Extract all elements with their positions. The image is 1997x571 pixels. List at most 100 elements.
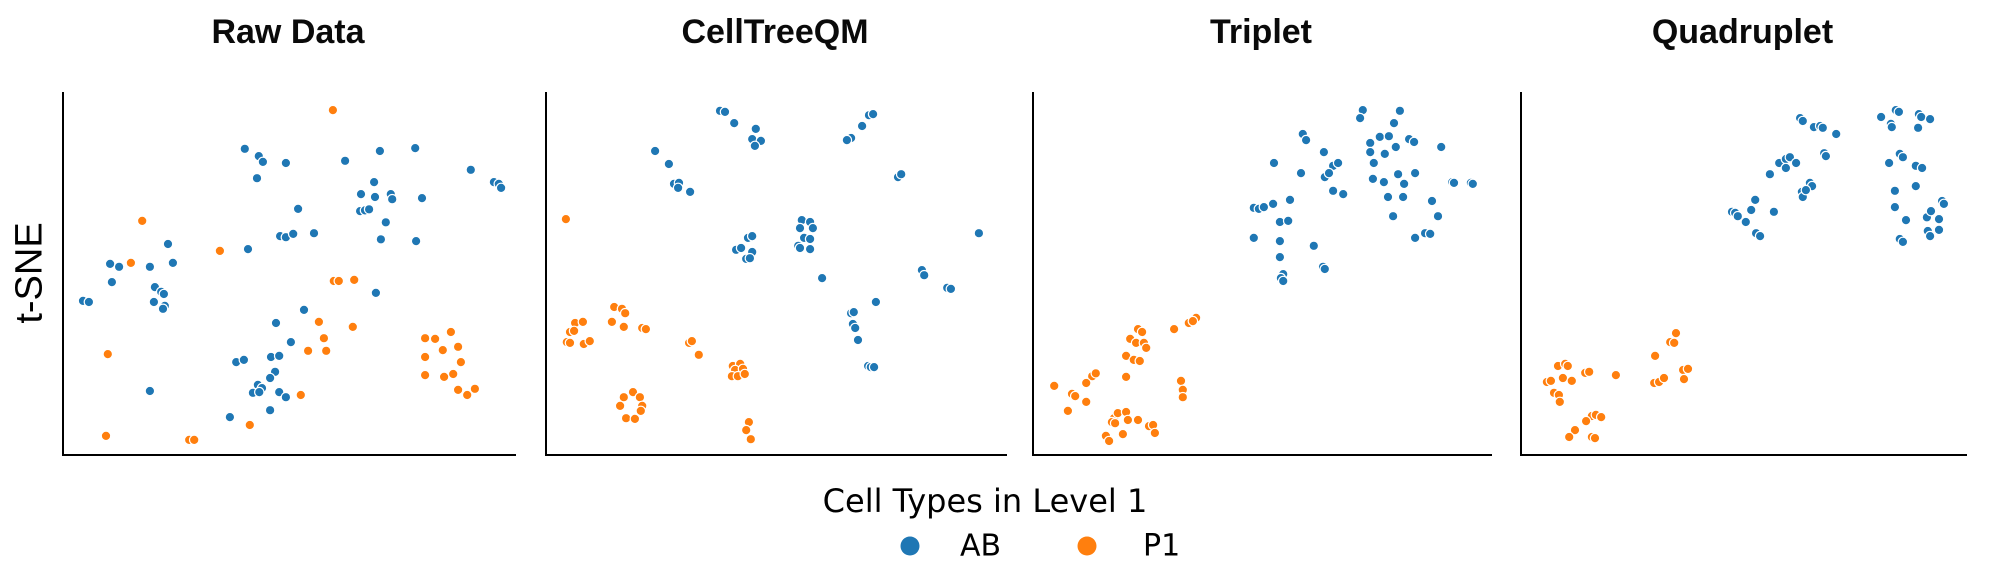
scatter-point-AB [1274,235,1286,247]
scatter-point-P1 [740,424,752,436]
scatter-point-AB [148,296,160,308]
scatter-point-P1 [1682,363,1694,375]
scatter-point-AB [1889,185,1901,197]
scatter-point-AB [308,227,320,239]
scatter-point-AB [1897,151,1909,163]
scatter-point-AB [794,222,806,234]
scatter-point-P1 [1048,380,1060,392]
scatter-point-AB [1364,137,1376,149]
scatter-point-AB [1883,157,1895,169]
scatter-point-AB [1924,230,1936,242]
scatter-point-P1 [1569,424,1581,436]
scatter-point-P1 [214,245,226,257]
scatter-point-AB [1886,121,1898,133]
scatter-point-AB [1378,176,1390,188]
scatter-point-P1 [1080,396,1092,408]
scatter-point-AB [264,404,276,416]
scatter-plot [1048,104,1479,447]
scatter-point-P1 [640,323,652,335]
legend-label-ab: AB [960,528,1002,564]
scatter-point-P1 [313,316,325,328]
scatter-point-AB [1354,112,1366,124]
panel-title: Raw Data [211,13,365,51]
scatter-point-AB [270,317,282,329]
scatter-point-AB [144,385,156,397]
scatter-point-AB [918,269,930,281]
scatter-point-P1 [1610,369,1622,381]
scatter-point-AB [375,234,387,245]
scatter-point-P1 [1140,342,1152,354]
scatter-point-P1 [348,274,360,286]
scatter-point-P1 [1122,414,1134,426]
scatter-point-AB [1382,191,1394,203]
scatter-point-AB [870,296,882,308]
scatter-point-AB [1392,168,1404,180]
scatter-plot [560,105,985,445]
y-axis-label: t-SNE [8,222,51,324]
scatter-point-AB [280,157,292,169]
scatter-point-AB [239,143,251,155]
scatter-point-P1 [318,332,330,344]
scatter-panel-triplet: Triplet [1032,0,1492,571]
scatter-point-AB [1268,157,1280,169]
scatter-point-AB [852,334,864,346]
scatter-point-P1 [419,369,431,381]
scatter-point-AB [158,288,170,300]
scatter-point-P1 [447,368,459,380]
plot-area [1032,92,1492,456]
scatter-point-P1 [1187,315,1199,327]
scatter-point-AB [1374,131,1386,143]
scatter-point-AB [841,134,853,146]
scatter-point-AB [273,350,285,362]
scatter-point-AB [355,188,367,200]
scatter-point-P1 [1136,326,1148,338]
panel-title: Quadruplet [1651,13,1834,51]
scatter-point-AB [749,140,761,152]
scatter-point-P1 [1557,372,1569,384]
scatter-point-P1 [327,104,339,116]
scatter-point-P1 [1132,414,1144,426]
scatter-point-AB [1797,115,1809,127]
scatter-point-P1 [136,215,148,227]
scatter-point-AB [1397,191,1409,203]
scatter-point-P1 [693,349,705,361]
scatter-point-AB [1910,180,1922,192]
scatter-point-AB [1830,128,1842,140]
scatter-point-AB [663,158,675,170]
scatter-point-AB [1367,173,1379,185]
scatter-point-AB [1327,185,1339,197]
plot-area [62,92,516,456]
scatter-point-P1 [244,419,256,431]
scatter-point-P1 [606,316,618,328]
scatter-point-AB [728,117,740,129]
scatter-point-AB [1332,157,1344,169]
scatter-point-AB [238,354,250,366]
scatter-point-P1 [1649,350,1661,362]
scatter-point-AB [1467,178,1479,190]
scatter-point-AB [672,182,684,194]
scatter-point-P1 [635,405,647,417]
scatter-point-AB [1284,194,1296,206]
scatter-point-AB [1924,113,1936,125]
scatter-point-AB [409,142,421,154]
plot-area [545,92,1007,456]
scatter-point-AB [157,303,169,315]
scatter-point-AB [339,155,351,167]
scatter-point-AB [374,145,386,157]
scatter-point-AB [1368,157,1380,169]
scatter-point-P1 [1554,396,1566,408]
scatter-point-AB [1893,106,1905,118]
scatter-plot [77,104,507,446]
scatter-point-AB [1398,178,1410,190]
scatter-point-AB [167,257,179,269]
scatter-point-P1 [445,326,457,338]
scatter-point-AB [1319,263,1331,275]
scatter-point-P1 [634,391,646,403]
scatter-point-AB [973,227,985,239]
scatter-point-AB [1933,213,1945,225]
scatter-point-P1 [1562,360,1574,372]
scatter-point-AB [386,193,398,205]
scatter-point-AB [1764,168,1776,180]
scatter-point-AB [1277,275,1289,287]
scatter-point-AB [292,203,304,215]
